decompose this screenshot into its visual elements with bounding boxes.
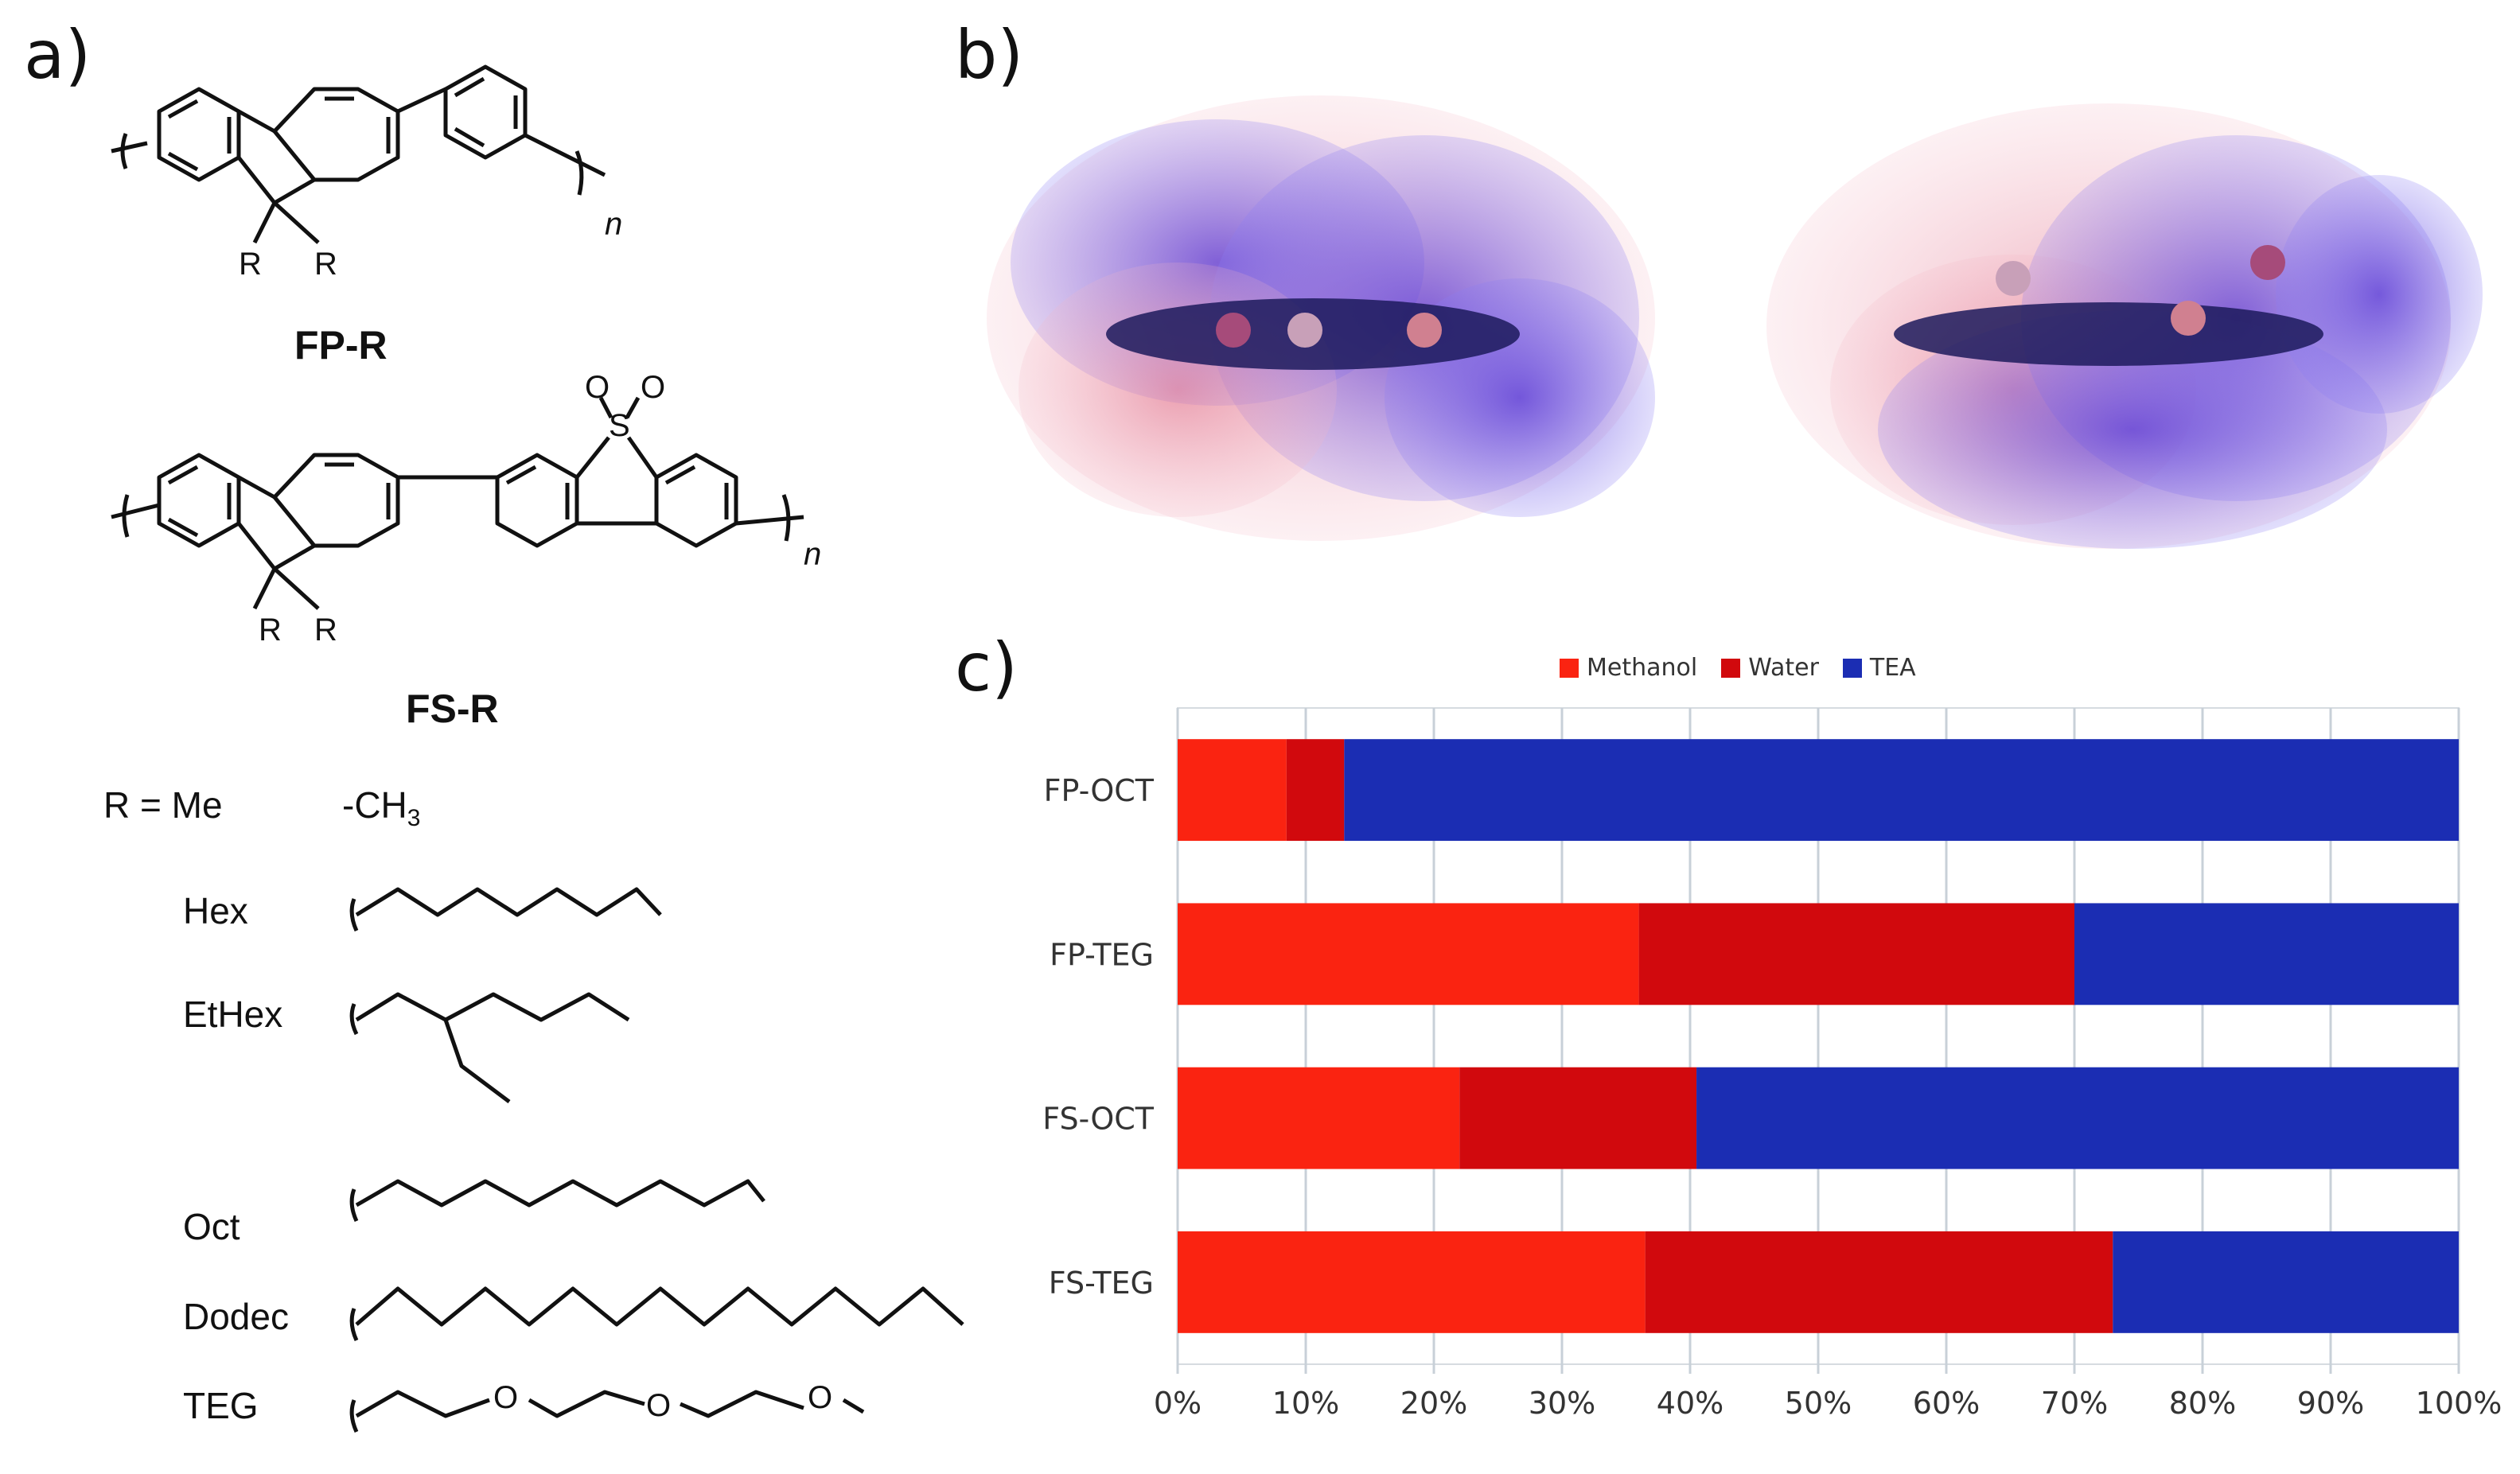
x-tick-label: 50%: [1785, 1386, 1852, 1421]
solvation-cluster-right: [1766, 103, 2483, 549]
x-tick-label: 80%: [2169, 1386, 2236, 1421]
legend-swatch-tea: [1842, 658, 1862, 678]
fs-oxygen-left: O: [585, 370, 610, 405]
y-category-label: FS-TEG: [1049, 1266, 1154, 1301]
legend-swatch-methanol: [1560, 658, 1579, 678]
alkyl-chains: O O O: [349, 887, 964, 1433]
bar-methanol-fs-teg: [1178, 1231, 1646, 1333]
bar-water-fp-teg: [1638, 903, 2074, 1005]
chain-label-hex: Hex: [183, 890, 248, 931]
x-tick-label: 60%: [1913, 1386, 1980, 1421]
bar-water-fs-oct: [1459, 1067, 1697, 1169]
bar-tea-fs-oct: [1696, 1067, 2459, 1169]
bar-methanol-fs-oct: [1178, 1067, 1460, 1169]
chain-label-ethex: EtHex: [183, 994, 283, 1035]
x-tick-label: 20%: [1400, 1386, 1467, 1421]
r-equals-label: R = Me: [103, 784, 223, 826]
methyl-text: -CH: [342, 784, 407, 826]
x-tick-label: 40%: [1657, 1386, 1723, 1421]
bar-tea-fp-teg: [2074, 903, 2459, 1005]
teg-oxygen-1: O: [493, 1380, 518, 1415]
y-category-label: FP-TEG: [1050, 937, 1154, 972]
fp-r-right: R: [314, 247, 337, 282]
teg-oxygen-3: O: [808, 1380, 832, 1415]
bar-water-fp-oct: [1286, 739, 1345, 842]
y-category-label: FP-OCT: [1044, 773, 1155, 808]
legend-label-tea: TEA: [1869, 654, 1916, 682]
bar-water-fs-teg: [1645, 1231, 2113, 1333]
legend-item-tea: TEA: [1842, 654, 1916, 682]
fp-structure: R R n: [111, 64, 622, 282]
fs-n-subscript: n: [804, 537, 821, 572]
x-tick-label: 10%: [1272, 1386, 1339, 1421]
methyl-formula: -CH3: [342, 784, 420, 832]
bar-tea-fs-teg: [2113, 1231, 2459, 1333]
fs-title: FS-R: [406, 686, 499, 731]
fp-title: FP-R: [294, 323, 388, 368]
legend-item-methanol: Methanol: [1560, 654, 1697, 682]
panel-label-b: b): [955, 16, 1024, 94]
chain-label-oct: Oct: [183, 1206, 240, 1247]
fp-n-subscript: n: [605, 207, 622, 242]
x-tick-label: 70%: [2041, 1386, 2108, 1421]
fs-oxygen-right: O: [641, 370, 665, 405]
bar-methanol-fp-teg: [1178, 903, 1639, 1005]
legend-item-water: Water: [1721, 654, 1819, 682]
bar-tea-fp-oct: [1344, 739, 2459, 842]
fs-sulfur: S: [609, 408, 630, 443]
solvation-cluster-left: [987, 95, 1655, 541]
molecular-render-figure: [987, 95, 2483, 549]
x-tick-label: 100%: [2416, 1386, 2502, 1421]
x-tick-label: 90%: [2297, 1386, 2364, 1421]
chart-legend: Methanol Water TEA: [1560, 654, 1940, 682]
bar-methanol-fp-oct: [1178, 739, 1287, 842]
fs-r-right: R: [314, 613, 337, 648]
x-tick-label: 0%: [1154, 1386, 1202, 1421]
fs-r-left: R: [259, 613, 282, 648]
chain-label-dodec: Dodec: [183, 1296, 289, 1337]
methyl-subscript: 3: [407, 805, 421, 832]
panel-label-c: c): [955, 628, 1018, 706]
chain-label-teg: TEG: [183, 1385, 259, 1426]
legend-label-methanol: Methanol: [1587, 654, 1698, 682]
fp-r-left: R: [239, 247, 262, 282]
y-category-label: FS-OCT: [1042, 1102, 1155, 1137]
x-tick-label: 30%: [1529, 1386, 1595, 1421]
legend-label-water: Water: [1748, 654, 1819, 682]
fs-structure: S O O R R n: [111, 370, 821, 648]
teg-oxygen-2: O: [646, 1388, 671, 1423]
panel-label-a: a): [24, 16, 92, 94]
legend-swatch-water: [1721, 658, 1741, 678]
